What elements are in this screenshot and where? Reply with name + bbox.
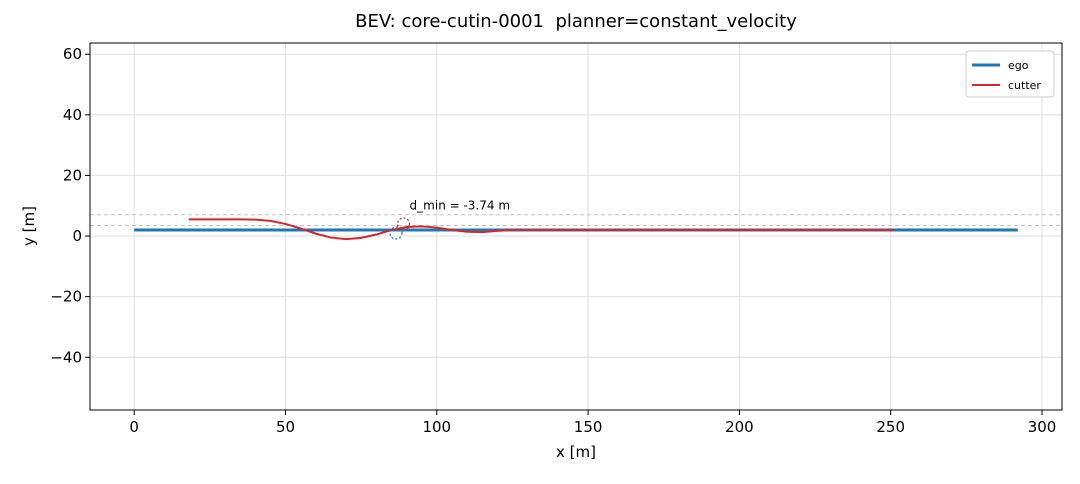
x-tick-label: 100 (422, 418, 451, 436)
closest-point (389, 226, 403, 240)
annotation: d_min = -3.74 m (410, 198, 510, 212)
y-tick-label: 0 (72, 227, 82, 245)
chart-title: BEV: core-cutin-0001 planner=constant_ve… (355, 11, 797, 32)
x-tick-label: 50 (276, 418, 295, 436)
y-axis-label: y [m] (20, 206, 38, 246)
y-tick-label: 60 (63, 45, 82, 63)
x-axis-label: x [m] (556, 443, 596, 461)
y-tick-label: −40 (50, 348, 82, 366)
x-tick-label: 300 (1028, 418, 1057, 436)
y-tick-label: 40 (63, 106, 82, 124)
legend-label: cutter (1008, 79, 1041, 92)
y-tick-label: 20 (63, 166, 82, 184)
x-tick-label: 0 (129, 418, 139, 436)
closest-point (396, 217, 411, 231)
y-tick-label: −20 (50, 288, 82, 306)
x-tick-label: 200 (725, 418, 754, 436)
legend-label: ego (1008, 59, 1029, 72)
x-tick-label: 150 (574, 418, 603, 436)
x-tick-label: 250 (876, 418, 905, 436)
plot-frame (89, 42, 1063, 411)
